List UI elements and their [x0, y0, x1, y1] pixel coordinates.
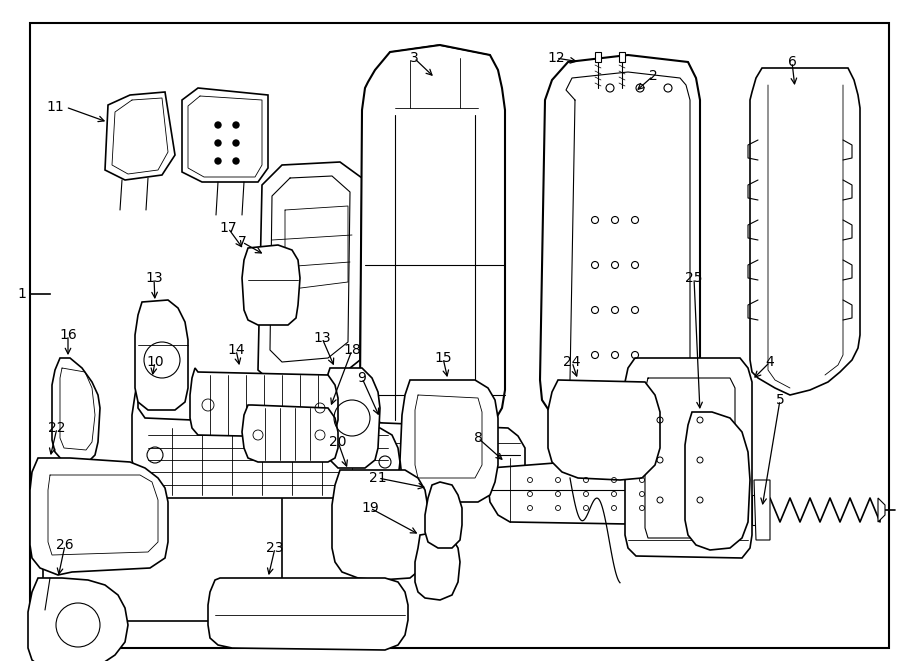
Text: 24: 24: [563, 355, 580, 369]
Text: 26: 26: [56, 538, 74, 552]
Text: 8: 8: [473, 431, 482, 445]
Polygon shape: [548, 380, 660, 480]
Polygon shape: [750, 68, 860, 395]
Text: 22: 22: [49, 421, 66, 435]
Polygon shape: [28, 578, 128, 661]
Text: 10: 10: [146, 355, 164, 369]
Polygon shape: [878, 498, 885, 522]
Text: 19: 19: [361, 501, 379, 515]
Circle shape: [233, 122, 239, 128]
Polygon shape: [595, 52, 601, 62]
Polygon shape: [30, 458, 168, 575]
Circle shape: [233, 140, 239, 146]
Polygon shape: [425, 482, 462, 548]
Text: 1: 1: [17, 287, 26, 301]
Polygon shape: [242, 245, 300, 325]
Bar: [43, 492, 282, 621]
Text: 21: 21: [369, 471, 387, 485]
Circle shape: [215, 140, 221, 146]
Text: 7: 7: [238, 235, 247, 249]
Polygon shape: [324, 368, 380, 468]
Circle shape: [215, 122, 221, 128]
Polygon shape: [488, 452, 720, 525]
Text: 13: 13: [313, 331, 331, 345]
Text: 20: 20: [329, 435, 346, 449]
Text: 13: 13: [145, 271, 163, 285]
Polygon shape: [190, 368, 338, 438]
Polygon shape: [360, 45, 505, 428]
Text: 9: 9: [357, 371, 366, 385]
Polygon shape: [754, 480, 770, 540]
Polygon shape: [300, 420, 525, 485]
Text: 11: 11: [47, 100, 65, 114]
Polygon shape: [242, 405, 338, 462]
Polygon shape: [619, 52, 625, 62]
Polygon shape: [685, 412, 750, 550]
Polygon shape: [135, 300, 188, 410]
Text: 16: 16: [59, 328, 76, 342]
Polygon shape: [258, 162, 362, 385]
Text: 6: 6: [788, 55, 796, 69]
Text: 14: 14: [227, 343, 245, 357]
Text: 12: 12: [547, 51, 565, 65]
Text: 18: 18: [343, 343, 361, 357]
Text: 3: 3: [410, 51, 418, 65]
Polygon shape: [625, 358, 752, 558]
Polygon shape: [540, 55, 700, 422]
Polygon shape: [105, 92, 175, 180]
Circle shape: [215, 158, 221, 164]
Polygon shape: [400, 380, 498, 502]
Text: 2: 2: [649, 69, 657, 83]
Text: 17: 17: [220, 221, 237, 235]
Polygon shape: [752, 495, 762, 525]
Polygon shape: [415, 532, 460, 600]
Text: 4: 4: [766, 355, 774, 369]
Circle shape: [233, 158, 239, 164]
Polygon shape: [132, 378, 400, 498]
Text: 15: 15: [434, 351, 452, 365]
Polygon shape: [182, 88, 268, 182]
Text: 23: 23: [266, 541, 284, 555]
Text: 25: 25: [685, 271, 703, 285]
Polygon shape: [332, 470, 428, 580]
Polygon shape: [52, 358, 100, 462]
Text: 5: 5: [776, 393, 785, 407]
Polygon shape: [208, 578, 408, 650]
